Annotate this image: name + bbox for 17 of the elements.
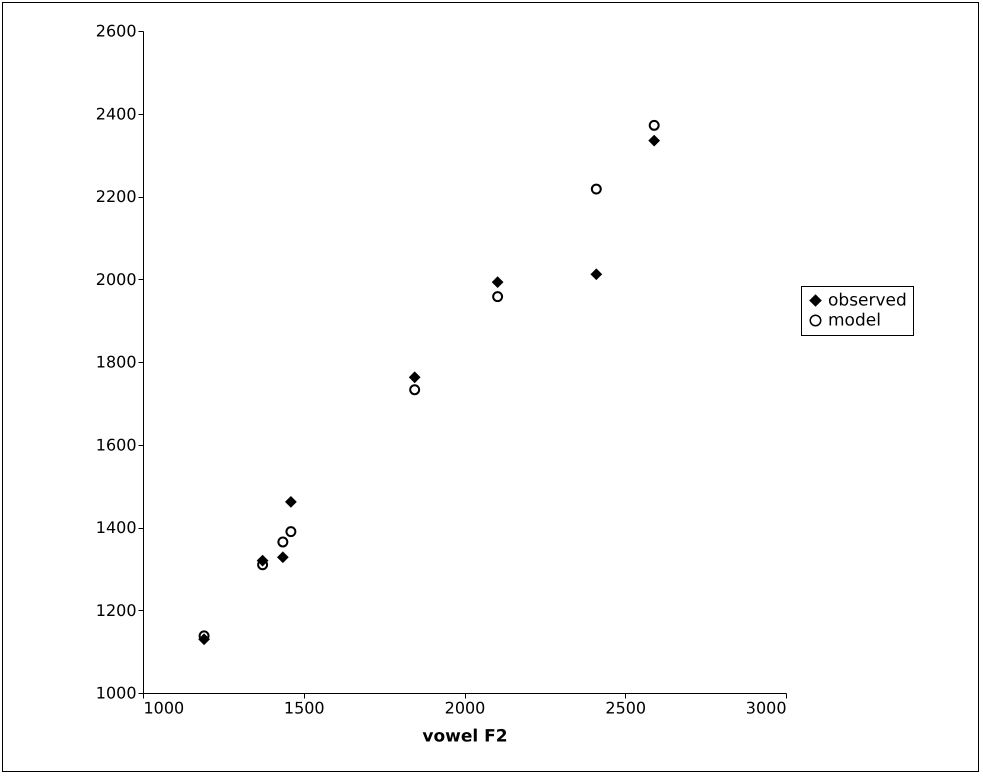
x-axis-title: vowel F2 (422, 726, 508, 746)
y-tick-label: 2600 (96, 22, 136, 40)
y-tick-label: 1200 (96, 600, 136, 620)
legend-label: model (828, 310, 881, 330)
legend-label: observed (828, 290, 907, 310)
y-tick-label: 1600 (96, 435, 136, 454)
y-tick-label: 2200 (96, 187, 136, 206)
y-tick-label: 2400 (96, 104, 136, 124)
y-tick-label: 1000 (96, 684, 136, 702)
x-tick-label: 2500 (605, 698, 646, 718)
x-tick-label: 2000 (444, 698, 486, 718)
x-tick-label: 3000 (746, 698, 786, 718)
x-tick-label: 1000 (144, 698, 184, 718)
y-tick-label: 1800 (96, 352, 136, 372)
y-tick-label: 2000 (96, 270, 136, 289)
x-tick-label: 1500 (284, 698, 325, 718)
y-tick-label: 1400 (96, 518, 136, 537)
